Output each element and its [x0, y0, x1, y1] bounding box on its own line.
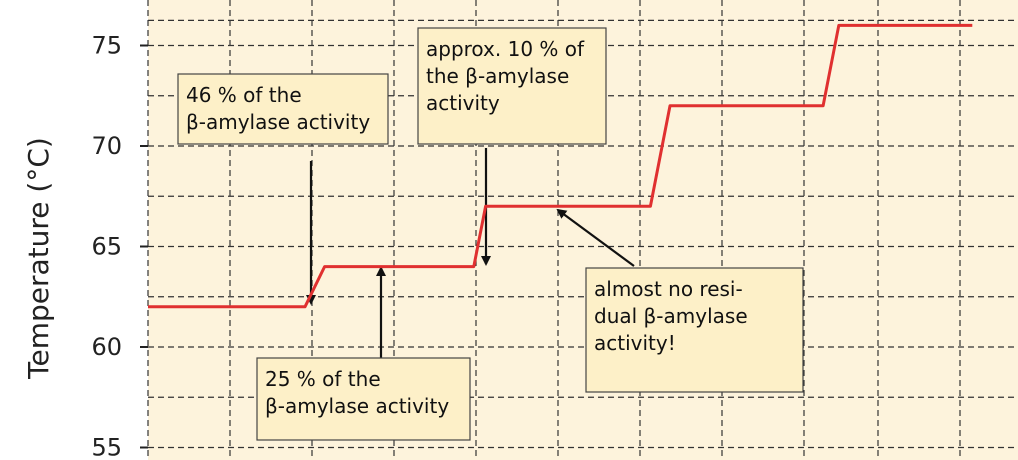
y-axis-ticks: 55 60 65 70 75 [91, 32, 148, 460]
annotation-text: activity! [594, 331, 676, 355]
annotation-text: activity [426, 91, 500, 115]
annotation-box [585, 267, 804, 393]
annotation-text: β-amylase activity [186, 110, 370, 134]
y-tick-label: 60 [91, 333, 122, 361]
y-tick-label: 65 [91, 233, 122, 261]
annotation-box [417, 27, 607, 145]
y-tick-label: 70 [91, 132, 122, 160]
annotation-arrows [306, 148, 635, 358]
annotation-text: approx. 10 % of [426, 37, 585, 61]
y-tick-label: 55 [91, 434, 122, 460]
annotation-text: the β-amylase [426, 64, 569, 88]
annotation-text: dual β-amylase [594, 304, 748, 328]
note-none-box: almost no resi-dual β-amylase activity! [585, 267, 804, 393]
annotation-text: 46 % of the [186, 83, 302, 107]
y-tick-label: 75 [91, 32, 122, 60]
annotation-box [177, 73, 389, 145]
temperature-series-line [148, 23, 973, 309]
annotation-text: 25 % of the [265, 367, 381, 391]
note-46-box: 46 % of the β-amylase activity [177, 73, 389, 145]
annotation-text: almost no resi- [594, 277, 743, 301]
note-25-box: 25 % of the β-amylase activity [256, 357, 471, 441]
note-10-box: approx. 10 % of the β-amylase activity [417, 27, 607, 145]
annotation-box [256, 357, 471, 441]
y-axis-title: Temperature (°C) [22, 137, 55, 380]
note-none-arrow [556, 208, 635, 267]
annotation-text: β-amylase activity [265, 394, 449, 418]
